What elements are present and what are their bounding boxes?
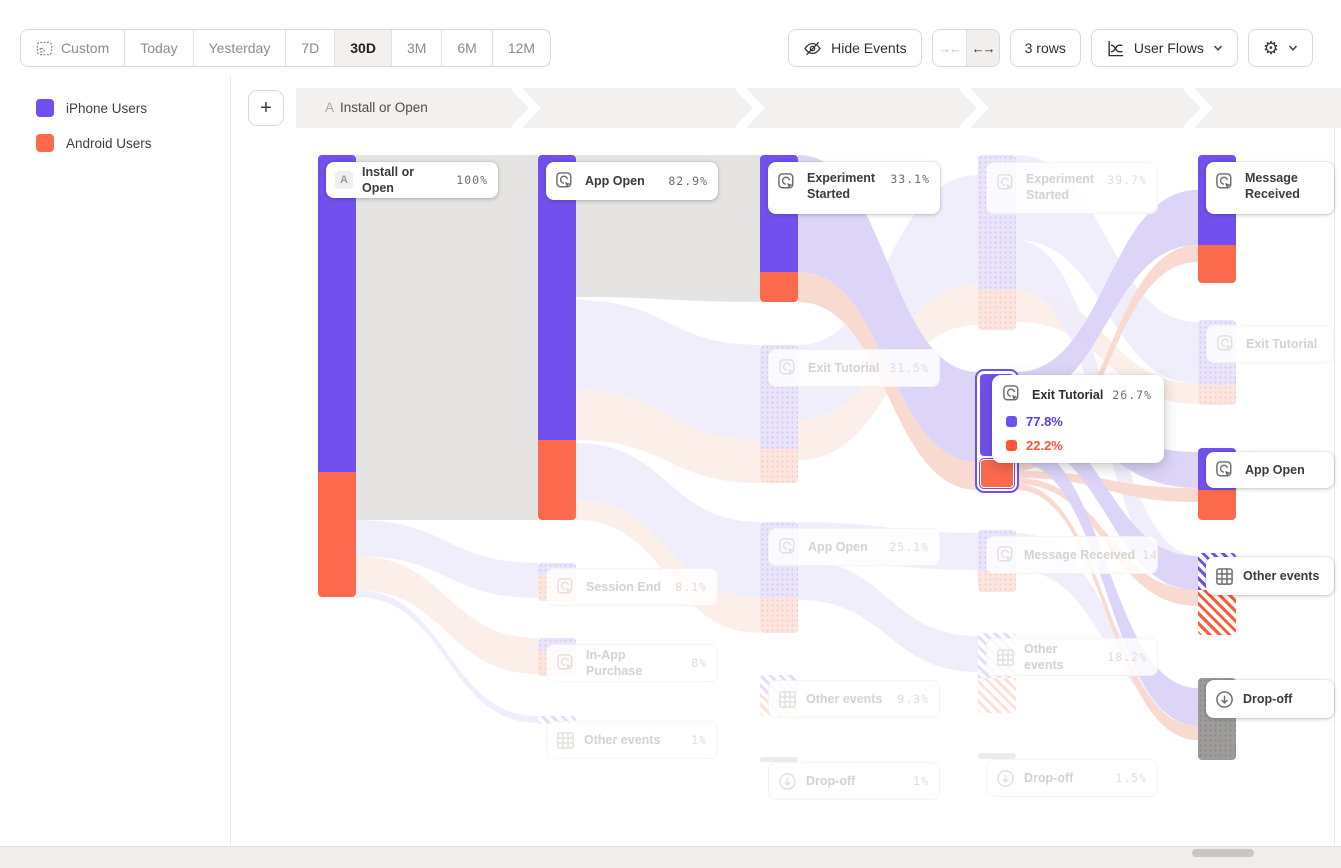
horizontal-scrollbar-thumb[interactable]	[1192, 849, 1254, 857]
settings-dropdown[interactable]: ⚙	[1247, 29, 1313, 67]
step-a-badge: A	[335, 171, 353, 189]
event-icon	[779, 358, 795, 375]
node-card-install-or-open[interactable]: A Install or Open 100%	[326, 162, 498, 198]
expand-columns-button[interactable]: ←→	[965, 30, 999, 66]
add-step-button[interactable]: +	[248, 90, 284, 126]
node-card-other-events-3[interactable]: Other events 9.3%	[768, 680, 940, 718]
node-card-drop-off-4[interactable]: Drop-off 1.5%	[986, 759, 1158, 797]
node-card-other-events[interactable]: Other events 1%	[546, 721, 718, 759]
event-icon	[557, 653, 573, 670]
iphone-swatch	[1006, 416, 1017, 427]
date-range-yesterday[interactable]: Yesterday	[194, 30, 287, 66]
node-bar-install-or-open[interactable]	[318, 155, 356, 597]
event-icon	[778, 173, 794, 189]
node-bar-other-events[interactable]	[538, 716, 576, 724]
node-card-exit-tutorial-5[interactable]: Exit Tutorial	[1206, 325, 1334, 363]
android-swatch	[1006, 440, 1017, 451]
grid-icon	[997, 648, 1014, 666]
right-edge-divider	[1334, 88, 1335, 845]
sidebar-divider	[230, 76, 231, 845]
event-icon	[1216, 173, 1232, 189]
legend-label: iPhone Users	[66, 100, 148, 116]
node-card-other-events-5[interactable]: Other events	[1206, 557, 1334, 595]
expand-collapse-toggle: →← ←→	[931, 29, 1000, 67]
node-card-drop-off-3[interactable]: Drop-off 1%	[768, 762, 940, 800]
collapse-columns-button[interactable]: →←	[938, 40, 962, 56]
node-card-other-events-4[interactable]: Other events 18.2%	[986, 638, 1158, 676]
event-icon	[557, 577, 573, 594]
node-card-drop-off-5[interactable]: Drop-off	[1206, 680, 1334, 718]
drop-off-icon	[779, 772, 796, 790]
flow-step-label: A Install or Open	[325, 100, 428, 115]
calendar-icon	[36, 41, 53, 55]
event-icon	[556, 171, 572, 188]
rows-button[interactable]: 3 rows	[1009, 29, 1081, 67]
date-range-selector: Custom Today Yesterday 7D 30D 3M 6M 12M	[20, 29, 552, 67]
plus-icon: +	[260, 96, 272, 119]
rows-label: 3 rows	[1024, 40, 1066, 56]
event-icon	[779, 537, 795, 554]
legend-item-iphone-users[interactable]: iPhone Users	[36, 99, 147, 117]
date-range-30d[interactable]: 30D	[335, 30, 392, 66]
date-range-label: Custom	[61, 40, 110, 56]
android-users-swatch	[36, 134, 54, 152]
node-card-experiment-started-4[interactable]: Experiment Started 39.7%	[986, 162, 1158, 214]
node-bar-drop-off-3[interactable]	[760, 757, 798, 762]
node-bar-app-open[interactable]	[538, 155, 576, 520]
chevron-down-icon	[1213, 45, 1222, 51]
date-range-today[interactable]: Today	[125, 30, 194, 66]
event-icon	[997, 174, 1013, 190]
gear-icon: ⚙	[1262, 38, 1279, 58]
node-card-app-open-5[interactable]: App Open	[1206, 452, 1334, 488]
flow-step-header[interactable]: A Install or Open	[296, 88, 1341, 128]
step-chevron-icon	[1182, 88, 1212, 128]
drop-off-icon	[1216, 690, 1233, 708]
grid-icon	[1216, 567, 1233, 585]
grid-icon	[557, 731, 574, 749]
chart-type-label: User Flows	[1133, 40, 1204, 56]
event-icon	[1003, 385, 1019, 401]
eye-hide-icon	[804, 41, 821, 55]
node-card-exit-tutorial[interactable]: Exit Tutorial 31.5%	[768, 349, 940, 387]
step-letter: A	[325, 100, 335, 115]
top-toolbar: Custom Today Yesterday 7D 30D 3M 6M 12M …	[0, 0, 1341, 75]
chart-type-dropdown[interactable]: User Flows	[1090, 29, 1238, 67]
event-icon	[1217, 334, 1233, 351]
node-card-message-received-4[interactable]: Message Received 14%	[986, 536, 1165, 574]
bottom-scroll-area	[0, 846, 1341, 868]
user-flows-icon	[1108, 40, 1124, 56]
date-range-custom[interactable]: Custom	[21, 30, 126, 66]
drop-off-icon	[997, 769, 1014, 787]
hide-events-button[interactable]: Hide Events	[788, 29, 922, 67]
date-range-12m[interactable]: 12M	[507, 40, 536, 56]
node-card-in-app-purchase[interactable]: In-App Purchase 8%	[546, 644, 718, 682]
exit-tutorial-tooltip: Exit Tutorial 26.7% 77.8% 22.2%	[992, 375, 1164, 463]
node-card-app-open-3[interactable]: App Open 25.1%	[768, 528, 940, 566]
node-card-experiment-started[interactable]: Experiment Started 33.1%	[768, 162, 940, 214]
node-card-session-end[interactable]: Session End 8.1%	[546, 568, 718, 606]
step-chevron-icon	[958, 88, 988, 128]
legend-label: Android Users	[66, 135, 152, 151]
step-chevron-icon	[510, 88, 540, 128]
event-icon	[997, 545, 1013, 562]
date-range-6m[interactable]: 6M	[442, 30, 493, 66]
node-bar-drop-off-4[interactable]	[978, 753, 1016, 759]
iphone-segment	[318, 155, 356, 472]
tooltip-android-row: 22.2%	[1002, 438, 1152, 453]
android-segment	[318, 472, 356, 597]
tooltip-iphone-row: 77.8%	[1002, 414, 1152, 429]
chevron-down-icon	[1288, 45, 1298, 51]
iphone-users-swatch	[36, 99, 54, 117]
event-icon	[1216, 460, 1232, 477]
date-range-3m[interactable]: 3M	[392, 30, 443, 66]
date-range-7d[interactable]: 7D	[286, 30, 336, 66]
node-card-message-received-5[interactable]: Message Received	[1206, 162, 1334, 214]
step-chevron-icon	[734, 88, 764, 128]
grid-icon	[779, 690, 796, 708]
node-card-app-open[interactable]: App Open 82.9%	[546, 162, 718, 200]
legend-item-android-users[interactable]: Android Users	[36, 134, 152, 152]
hide-events-label: Hide Events	[831, 40, 907, 56]
